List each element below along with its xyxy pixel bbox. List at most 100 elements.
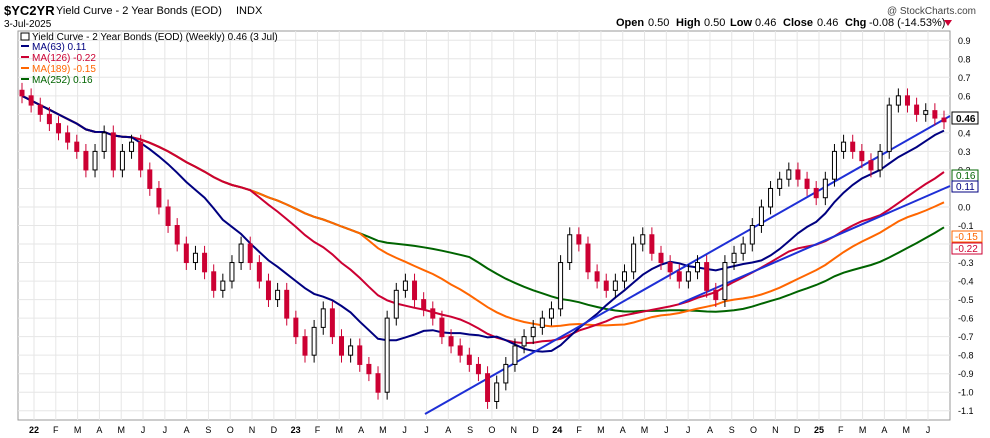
legend-ma252: MA(252) 0.16 (32, 75, 93, 86)
x-tick-label: 24 (552, 425, 562, 435)
candle-body (895, 95, 901, 106)
ohlc-readout: Open 0.50 High 0.50 Low 0.46 Close 0.46 … (616, 17, 952, 29)
x-tick-label: A (358, 425, 364, 435)
x-tick-label: M (859, 425, 867, 435)
x-tick-label: M (379, 425, 387, 435)
ma252-badge-text: 0.16 (956, 171, 976, 182)
candle-body (485, 373, 491, 402)
candle-body (685, 271, 691, 282)
chg-label: Chg (845, 17, 866, 29)
candle-body (220, 280, 226, 291)
candle-body (430, 308, 436, 319)
x-axis: 22 F M A M J J A S O N D 23 F M A M J J A S O N D 24 F M A M J J A S O N D 2… (29, 425, 930, 435)
x-tick-label: O (227, 425, 234, 435)
candle-body (530, 326, 536, 338)
high-value: 0.50 (704, 17, 725, 29)
high-label: High (676, 17, 701, 29)
candle-body (585, 243, 591, 273)
candle-body (548, 308, 554, 319)
x-tick-label: 25 (814, 425, 824, 435)
candle-body (110, 132, 116, 171)
y-tick-label: -0.1 (958, 221, 974, 231)
y-tick-label: -0.4 (958, 277, 974, 287)
candle-body (74, 141, 80, 152)
candle-body (192, 252, 198, 264)
candle-body (265, 280, 271, 301)
candle-body (886, 104, 892, 152)
candle-body (503, 363, 509, 384)
y-axis: 0.90.80.70.60.50.40.30.20.10.0-0.1-0.2-0… (958, 36, 974, 416)
close-value: 0.46 (817, 17, 838, 29)
candle-body (704, 262, 710, 291)
candle-body (83, 150, 89, 171)
candle-body (749, 225, 755, 245)
ma126-badge (951, 242, 983, 255)
close-label: Close (783, 17, 813, 29)
open-value: 0.50 (648, 17, 669, 29)
x-tick-label: D (794, 425, 801, 435)
candle-body (402, 280, 408, 291)
candle-body (147, 169, 153, 189)
candle-body (92, 150, 98, 171)
candle-body (831, 150, 837, 180)
candle-body (804, 178, 810, 189)
ma126-badge-text: -0.22 (955, 244, 978, 255)
candle-body (850, 141, 856, 152)
candle-body (768, 187, 774, 208)
candle-body (466, 354, 472, 365)
x-tick-label: S (205, 425, 211, 435)
candles (19, 82, 947, 409)
y-tick-label: 0.9 (958, 36, 971, 46)
candle-body (722, 262, 728, 301)
chart-exchange: INDX (236, 5, 263, 17)
x-tick-label: D (532, 425, 539, 435)
candle-body (28, 95, 34, 106)
x-tick-label: O (750, 425, 757, 435)
y-tick-label: 0.0 (958, 202, 971, 212)
x-tick-label: J (402, 425, 407, 435)
y-tick-label: -1.0 (958, 388, 974, 398)
y-tick-label: 0.6 (958, 91, 971, 101)
candle-body (357, 345, 363, 365)
candle-body (923, 110, 929, 115)
candle-body (457, 345, 463, 356)
candle-body (567, 234, 573, 264)
x-tick-label: D (271, 425, 278, 435)
candle-body (658, 252, 664, 264)
candle-body (65, 132, 71, 143)
candle-body (512, 345, 518, 365)
candle-body (19, 89, 25, 97)
x-tick-label: A (96, 425, 102, 435)
x-tick-label: M (902, 425, 910, 435)
candle-body (576, 234, 582, 245)
candle-body (375, 373, 381, 393)
candle-body (539, 317, 545, 328)
x-tick-label: 23 (291, 425, 301, 435)
y-tick-label: -0.6 (958, 314, 974, 324)
candle-body (621, 271, 627, 282)
price-badge (951, 111, 979, 125)
candle-body (841, 141, 847, 152)
candle-body (165, 206, 171, 227)
candle-body (448, 336, 454, 347)
candle-body (521, 336, 527, 347)
candle-body (475, 363, 481, 375)
candle-body (932, 110, 938, 119)
legend-ma63: MA(63) 0.11 (32, 42, 87, 53)
candle-body (46, 113, 52, 125)
y-tick-label: -0.9 (958, 369, 974, 379)
candle-body (740, 243, 746, 254)
candle-body (183, 243, 189, 264)
candle-body (293, 317, 299, 338)
candle-body (229, 262, 235, 282)
chart-title: Yield Curve - 2 Year Bonds (EOD) (56, 5, 222, 17)
x-tick-label: A (881, 425, 887, 435)
candle-body (138, 141, 144, 171)
candle-body (329, 308, 335, 338)
candle-body (731, 252, 737, 264)
x-tick-label: A (707, 425, 713, 435)
moving-averages (21, 94, 945, 353)
price-badge-text: 0.46 (956, 114, 976, 125)
candle-body (649, 234, 655, 254)
